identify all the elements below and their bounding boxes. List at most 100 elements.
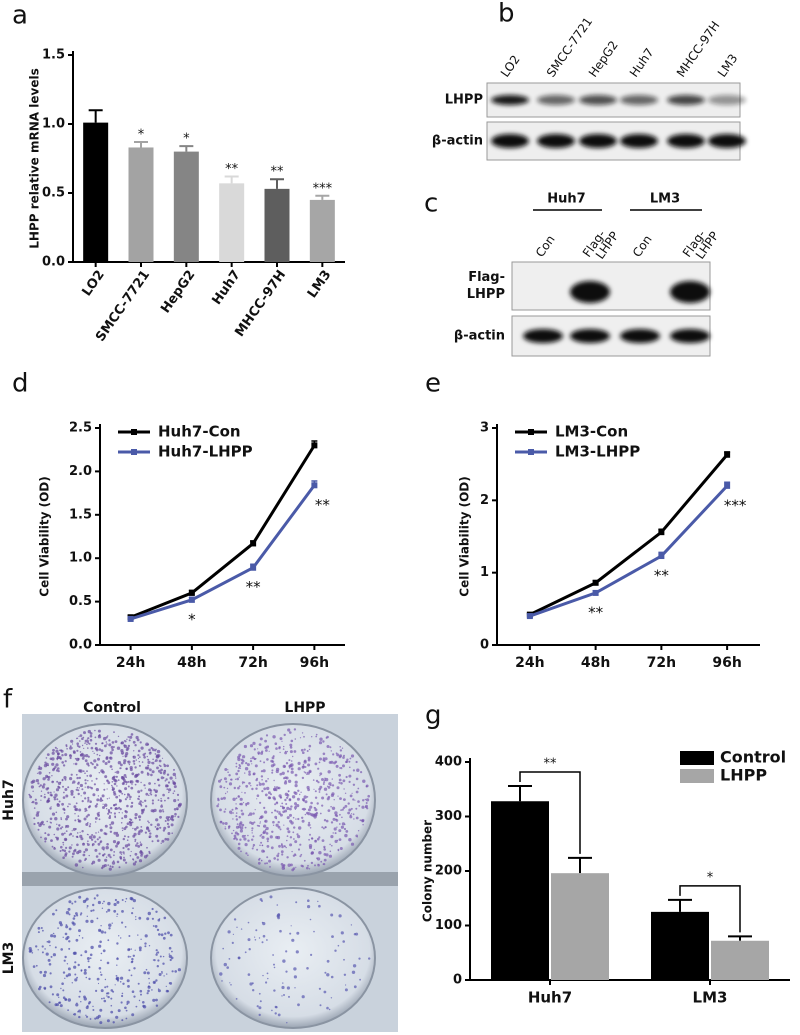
colony (115, 1015, 119, 1019)
colony (106, 1019, 110, 1023)
colony (142, 801, 144, 803)
colony (40, 927, 43, 929)
colony (161, 971, 163, 973)
colony (152, 998, 156, 1002)
colony (236, 832, 240, 836)
colony (127, 793, 131, 797)
colony (120, 822, 123, 824)
colony (266, 837, 270, 841)
colony (176, 808, 179, 811)
colony (239, 765, 242, 768)
colony (264, 739, 267, 743)
blot-band (537, 95, 575, 105)
colony (171, 950, 173, 953)
colony (125, 776, 127, 779)
colony (100, 973, 103, 976)
colony (289, 932, 292, 935)
colony (296, 804, 300, 808)
colony (96, 838, 99, 841)
colony (278, 812, 281, 815)
bar (264, 188, 290, 262)
colony (117, 1009, 121, 1013)
colony (117, 761, 122, 765)
blot-band (491, 134, 529, 148)
colony (302, 763, 305, 766)
colony (170, 823, 174, 827)
significance-label: ** (246, 578, 262, 596)
colony (66, 815, 70, 819)
colony (307, 756, 311, 760)
colony (84, 950, 88, 954)
colony (166, 822, 169, 826)
bar (219, 183, 245, 262)
colony (260, 841, 263, 844)
colony (48, 825, 52, 829)
colony (308, 838, 310, 841)
colony (297, 761, 301, 766)
y-axis-label: Colony number (421, 820, 435, 922)
y-tick-label: 200 (435, 864, 462, 879)
blot-band (579, 95, 617, 105)
colony (132, 827, 134, 830)
colony (122, 782, 125, 785)
colony (147, 985, 150, 988)
colony (148, 850, 151, 853)
colony (230, 778, 233, 781)
colony (129, 854, 132, 857)
colony (257, 748, 259, 750)
colony (113, 854, 115, 857)
colony (301, 732, 304, 734)
colony (268, 750, 270, 752)
colony (52, 748, 55, 752)
colony (228, 774, 231, 777)
colony (111, 741, 115, 744)
colony (148, 794, 150, 797)
colony (304, 800, 308, 804)
colony (57, 752, 60, 755)
x-tick-label: 72h (238, 655, 267, 671)
colony (252, 773, 255, 776)
colony (357, 830, 360, 832)
colony (295, 950, 299, 954)
colony (156, 749, 161, 754)
colony (158, 784, 161, 787)
colony (112, 840, 117, 844)
colony (235, 998, 238, 1000)
colony (332, 832, 334, 834)
colony (121, 817, 124, 820)
colony (288, 759, 291, 762)
colony (125, 861, 128, 864)
colony (108, 927, 111, 930)
colony (236, 926, 238, 928)
colony (222, 796, 226, 800)
significance-label: ** (544, 756, 558, 771)
colony (64, 788, 68, 791)
row-label: LHPP (467, 287, 505, 302)
column-label: Control (83, 700, 141, 716)
colony (118, 935, 120, 937)
colony (98, 754, 101, 757)
colony (323, 847, 326, 849)
colony (281, 853, 284, 856)
colony (281, 740, 283, 742)
colony (216, 804, 219, 808)
x-tick-label: LO2 (80, 268, 108, 299)
colony (298, 826, 302, 830)
colony (56, 993, 60, 997)
panel-letter: g (425, 701, 442, 731)
colony (316, 802, 319, 805)
colony (282, 748, 285, 750)
colony (37, 821, 40, 825)
colony (330, 750, 332, 752)
colony (140, 826, 143, 828)
colony (345, 760, 348, 764)
colony (140, 851, 144, 856)
colony (286, 793, 290, 797)
y-tick-label: 0.0 (69, 638, 92, 653)
colony (343, 958, 345, 961)
colony (120, 763, 123, 767)
colony (78, 808, 82, 812)
colony (53, 833, 56, 836)
colony (284, 776, 287, 779)
colony (150, 809, 154, 813)
